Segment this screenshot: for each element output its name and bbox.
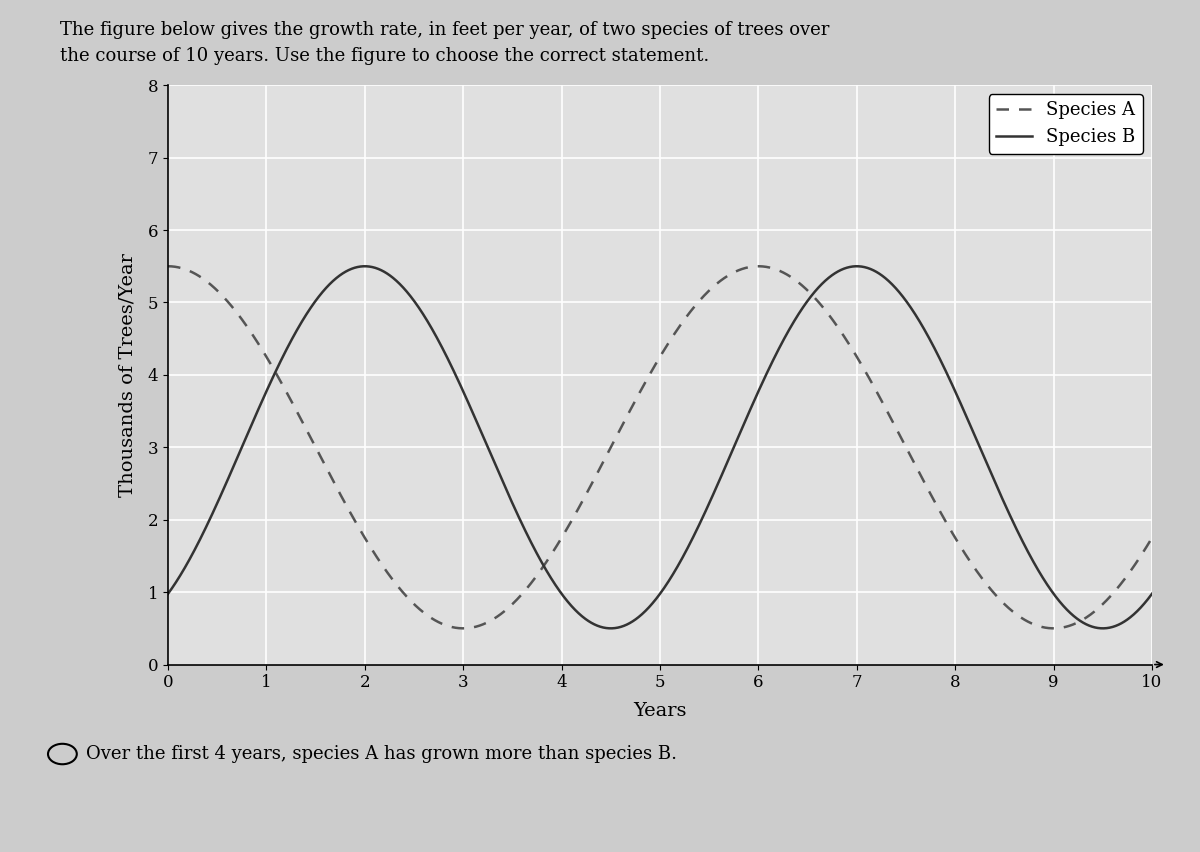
X-axis label: Years: Years [634, 702, 686, 721]
Text: the course of 10 years. Use the figure to choose the correct statement.: the course of 10 years. Use the figure t… [60, 47, 709, 65]
Text: The figure below gives the growth rate, in feet per year, of two species of tree: The figure below gives the growth rate, … [60, 21, 829, 39]
Legend: Species A, Species B: Species A, Species B [989, 95, 1142, 153]
Text: Over the first 4 years, species A has grown more than species B.: Over the first 4 years, species A has gr… [86, 745, 677, 763]
Y-axis label: Thousands of Trees/Year: Thousands of Trees/Year [119, 253, 137, 497]
